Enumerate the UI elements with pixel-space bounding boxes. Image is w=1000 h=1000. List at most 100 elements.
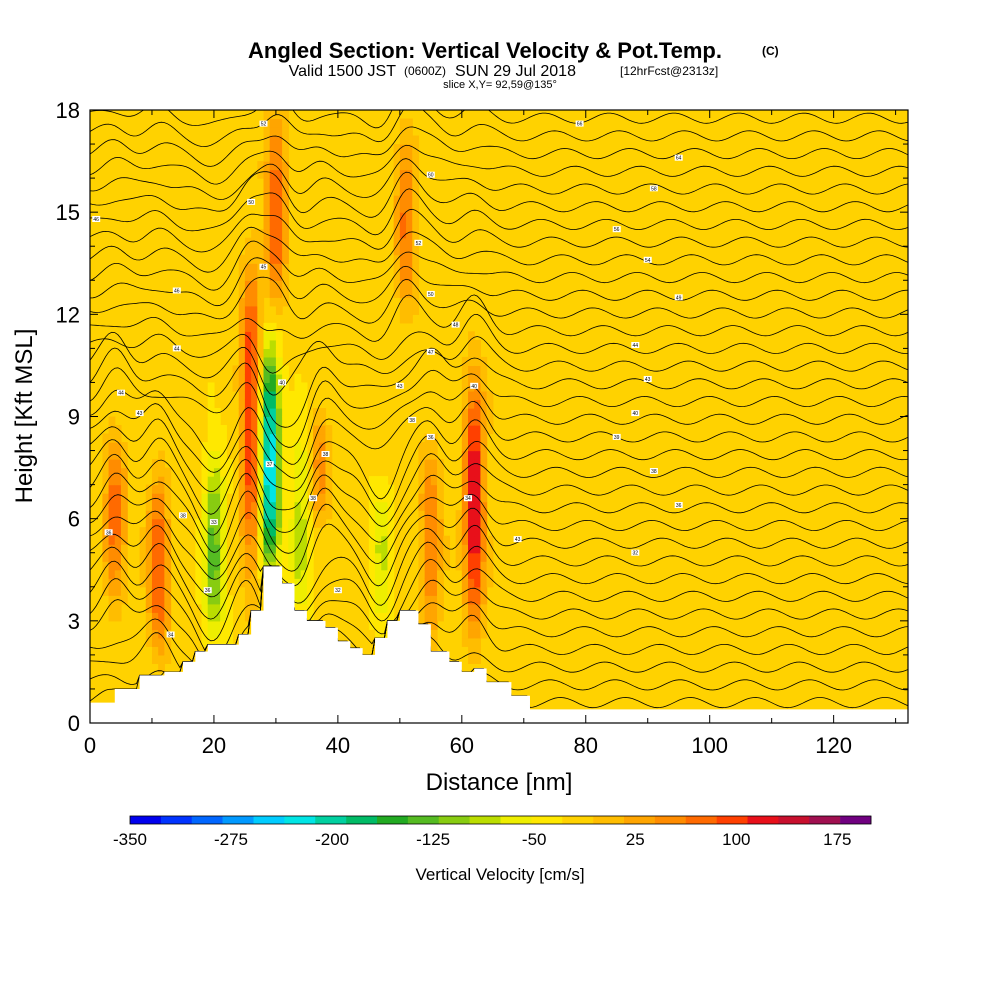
velocity-cell <box>120 578 128 588</box>
velocity-cell <box>151 654 159 664</box>
velocity-cell <box>474 476 482 486</box>
velocity-cell <box>288 416 296 426</box>
slice-info: slice X,Y= 92,59@135° <box>443 79 557 91</box>
velocity-cell <box>393 152 401 162</box>
velocity-cell <box>213 578 221 588</box>
velocity-cell <box>282 390 289 401</box>
velocity-cell <box>375 586 382 596</box>
velocity-cell <box>412 254 420 264</box>
velocity-cell <box>486 578 494 588</box>
velocity-cell <box>406 144 413 154</box>
velocity-cell <box>263 246 271 256</box>
colorbar-swatch <box>407 816 440 824</box>
colorbar-swatch <box>531 816 563 824</box>
velocity-cell <box>437 484 444 494</box>
velocity-cell <box>319 510 327 520</box>
velocity-cell <box>151 578 159 588</box>
velocity-cell <box>306 544 314 554</box>
velocity-cell <box>387 510 395 520</box>
velocity-cell <box>269 220 277 230</box>
velocity-cell <box>114 612 122 622</box>
velocity-cell <box>468 603 475 613</box>
velocity-cell <box>275 425 283 435</box>
velocity-cell <box>282 459 289 469</box>
velocity-cell <box>468 501 475 511</box>
contour-label: 44 <box>631 342 640 349</box>
velocity-cell <box>120 552 128 562</box>
velocity-cell <box>474 527 482 537</box>
velocity-cell <box>263 288 271 298</box>
velocity-cell <box>424 561 432 571</box>
velocity-cell <box>486 569 494 579</box>
velocity-cell <box>251 407 258 418</box>
velocity-cell <box>244 382 252 392</box>
velocity-cell <box>151 612 159 622</box>
velocity-cell <box>269 510 277 520</box>
velocity-cell <box>207 476 215 486</box>
velocity-cell <box>108 552 116 562</box>
velocity-cell <box>238 493 246 503</box>
velocity-cell <box>282 178 289 188</box>
velocity-cell <box>269 399 277 409</box>
velocity-cell <box>399 254 407 264</box>
velocity-cell <box>269 527 277 537</box>
velocity-cell <box>213 527 221 537</box>
velocity-cell <box>399 280 407 290</box>
velocity-cell <box>275 535 283 545</box>
velocity-cell <box>430 518 438 528</box>
velocity-cell <box>102 459 110 469</box>
velocity-cell <box>108 416 116 426</box>
velocity-cell <box>263 399 271 409</box>
velocity-cell <box>238 254 246 264</box>
velocity-cell <box>102 535 110 545</box>
velocity-cell <box>399 305 407 315</box>
velocity-cell <box>412 135 420 145</box>
velocity-cell <box>151 459 159 469</box>
velocity-cell <box>114 467 122 477</box>
velocity-cell <box>288 544 296 554</box>
velocity-cell <box>158 629 165 639</box>
velocity-cell <box>381 603 389 613</box>
isentrope-line <box>90 524 908 606</box>
velocity-cell <box>387 493 395 503</box>
velocity-cell <box>151 646 159 656</box>
velocity-cell <box>238 305 246 315</box>
velocity-cell <box>325 493 333 503</box>
velocity-cell <box>201 561 209 571</box>
velocity-cell <box>244 586 252 596</box>
velocity-cell <box>294 467 302 477</box>
velocity-cell <box>257 484 265 494</box>
velocity-cell <box>468 373 475 384</box>
velocity-cell <box>468 637 475 647</box>
velocity-cell <box>269 407 277 418</box>
velocity-cell <box>263 110 271 120</box>
velocity-cell <box>263 518 271 528</box>
velocity-cell <box>319 484 327 494</box>
velocity-cell <box>275 280 283 290</box>
velocity-cell <box>151 484 159 494</box>
velocity-cell <box>399 152 407 162</box>
velocity-cell <box>244 365 252 375</box>
contour-label-text: 40 <box>471 384 477 390</box>
velocity-cell <box>294 586 302 596</box>
velocity-cell <box>375 578 382 588</box>
velocity-cell <box>275 152 283 162</box>
velocity-cell <box>282 476 289 486</box>
velocity-cell <box>244 271 252 281</box>
velocity-cell <box>251 314 258 324</box>
velocity-cell <box>139 569 147 579</box>
velocity-cell <box>468 646 475 656</box>
velocity-cell <box>226 603 234 613</box>
isentrope-line <box>90 558 908 642</box>
velocity-cell <box>263 476 271 486</box>
velocity-cell <box>300 399 308 409</box>
velocity-cell <box>263 127 271 137</box>
velocity-cell <box>151 569 159 579</box>
velocity-cell <box>114 459 122 469</box>
velocity-cell <box>251 569 258 579</box>
velocity-cell <box>244 467 252 477</box>
velocity-cell <box>139 552 147 562</box>
velocity-cell <box>381 569 389 579</box>
velocity-cell <box>102 561 110 571</box>
velocity-cell <box>275 195 283 205</box>
